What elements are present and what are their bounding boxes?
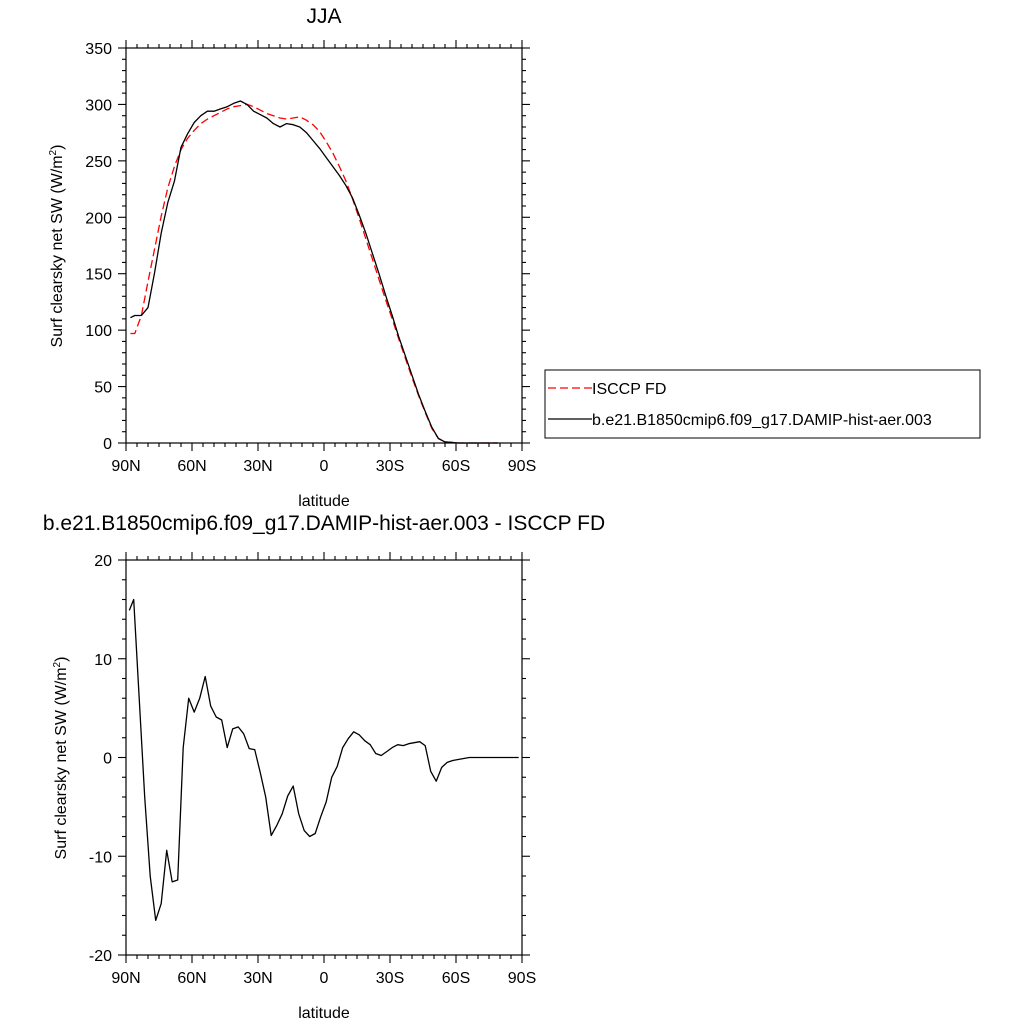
- bottom-x-tick-label: 90S: [508, 970, 536, 987]
- top-series-layer: [130, 100, 498, 444]
- bottom-plot-frame: [125, 559, 523, 956]
- bottom-y-tick-label: -20: [89, 948, 112, 965]
- bottom-x-tick-label: 30N: [243, 970, 272, 987]
- top-y-tick-label: 0: [103, 436, 112, 453]
- bottom-x-tick-label: 60S: [442, 970, 470, 987]
- bottom-y-axis-label-sup: 2: [52, 661, 63, 667]
- top-series-line-1: [130, 100, 498, 444]
- bottom-series-line-0: [128, 598, 519, 922]
- legend-box: [544, 369, 981, 439]
- top-x-tick-label: 60N: [177, 458, 206, 475]
- top-x-tick-label: 30N: [243, 458, 272, 475]
- top-x-tick-label: 60S: [442, 458, 470, 475]
- bottom-x-tick-label: 0: [320, 970, 329, 987]
- top-x-tick-label: 90S: [508, 458, 536, 475]
- top-series-line-0: [130, 103, 498, 444]
- top-y-tick-label: 100: [85, 323, 112, 340]
- legend-label-model: b.e21.B1850cmip6.f09_g17.DAMIP-hist-aer.…: [592, 412, 932, 429]
- top-y-tick-label: 350: [85, 41, 112, 58]
- top-y-axis-label-tail: ): [49, 145, 66, 150]
- top-ticks: [118, 40, 530, 451]
- bottom-panel: b.e21.B1850cmip6.f09_g17.DAMIP-hist-aer.…: [43, 512, 605, 1022]
- top-y-tick-label: 200: [85, 210, 112, 227]
- bottom-tick-labels: 90N 60N 30N 0 30S 60S 90S -20 -10 0 10 20: [89, 553, 536, 987]
- top-x-axis-label: latitude: [298, 493, 350, 510]
- bottom-series-layer: [128, 598, 519, 922]
- top-x-tick-label: 90N: [111, 458, 140, 475]
- legend: ISCCP FD b.e21.B1850cmip6.f09_g17.DAMIP-…: [544, 369, 981, 439]
- top-tick-labels: 90N 60N 30N 0 30S 60S 90S 0 50 100 150 200 250 300 350: [85, 41, 536, 475]
- bottom-x-tick-label: 90N: [111, 970, 140, 987]
- bottom-x-tick-label: 60N: [177, 970, 206, 987]
- top-x-tick-label: 0: [320, 458, 329, 475]
- bottom-x-tick-label: 30S: [376, 970, 404, 987]
- bottom-y-tick-label: -10: [89, 849, 112, 866]
- top-y-tick-label: 300: [85, 97, 112, 114]
- top-y-axis-label: Surf clearsky net SW (W/m2): [48, 145, 66, 348]
- top-y-axis-label-sup: 2: [48, 149, 59, 155]
- bottom-y-axis-label-tail: ): [53, 657, 70, 662]
- bottom-y-tick-label: 0: [103, 751, 112, 768]
- bottom-y-axis-label-main: Surf clearsky net SW (W/m: [53, 667, 70, 859]
- top-plot-frame: [125, 47, 523, 444]
- top-x-tick-label: 30S: [376, 458, 404, 475]
- bottom-y-tick-label: 10: [94, 652, 112, 669]
- top-y-tick-label: 250: [85, 154, 112, 171]
- top-y-axis-label-main: Surf clearsky net SW (W/m: [49, 155, 66, 347]
- top-y-tick-label: 150: [85, 267, 112, 284]
- bottom-x-axis-label: latitude: [298, 1005, 350, 1022]
- bottom-panel-title: b.e21.B1850cmip6.f09_g17.DAMIP-hist-aer.…: [43, 512, 605, 535]
- bottom-ticks: [118, 552, 530, 963]
- top-panel: JJA 90N 60N 30N 0 30S 60S 90S 0 50 100 150 200 250 30…: [48, 5, 981, 510]
- top-panel-title: JJA: [306, 5, 341, 28]
- bottom-y-tick-label: 20: [94, 553, 112, 570]
- top-y-tick-label: 50: [94, 380, 112, 397]
- bottom-y-axis-label: Surf clearsky net SW (W/m2): [52, 657, 70, 860]
- legend-label-isccp-fd: ISCCP FD: [592, 381, 666, 398]
